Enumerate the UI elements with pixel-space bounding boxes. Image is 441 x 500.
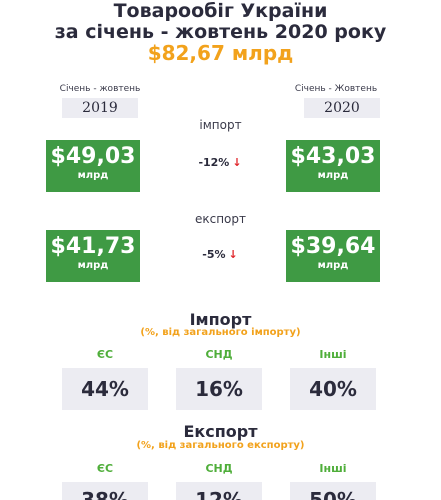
total-turnover: $82,67 млрд xyxy=(147,41,294,65)
headline-line-1: Товарообіг України xyxy=(113,0,328,22)
export-change: -5% ↓ xyxy=(180,248,260,261)
import-2020-unit: млрд xyxy=(317,170,349,181)
export-label: експорт xyxy=(194,212,247,226)
export-other-value: 50% xyxy=(290,482,376,500)
import-2019-amount: $49,03 xyxy=(50,144,136,169)
export-eu-label: ЄС xyxy=(96,462,114,475)
import-cis-label: СНД xyxy=(205,348,233,361)
import-2020-amount: $43,03 xyxy=(290,144,376,169)
import-2019-box: $49,03 млрд xyxy=(46,140,140,192)
export-2020-unit: млрд xyxy=(317,260,349,271)
export-2019-amount: $41,73 xyxy=(50,234,136,259)
export-2020-box: $39,64 млрд xyxy=(286,230,380,282)
export-cis-label: СНД xyxy=(205,462,233,475)
import-share-subtitle: (%, від загального імпорту) xyxy=(140,327,301,338)
export-2020-amount: $39,64 xyxy=(290,234,376,259)
import-share-title: Імпорт xyxy=(189,310,252,329)
import-2020-box: $43,03 млрд xyxy=(286,140,380,192)
export-change-value: -5% xyxy=(202,248,226,261)
headline-line-2: за січень - жовтень 2020 року xyxy=(54,21,387,43)
arrow-down-icon: ↓ xyxy=(232,156,242,169)
year-box-right: 2020 xyxy=(304,98,380,118)
import-cis-value: 16% xyxy=(176,368,262,410)
export-share-subtitle: (%, від загального експорту) xyxy=(136,440,305,451)
import-other-label: Інші xyxy=(319,348,347,361)
export-2019-unit: млрд xyxy=(77,260,109,271)
export-other-label: Інші xyxy=(319,462,347,475)
export-share-title: Експорт xyxy=(183,422,258,441)
import-change-value: -12% xyxy=(198,156,230,169)
arrow-down-icon: ↓ xyxy=(228,248,238,261)
year-box-left: 2019 xyxy=(62,98,138,118)
period-label-left: Січень - жовтень xyxy=(59,84,141,94)
import-eu-label: ЄС xyxy=(96,348,114,361)
import-label: імпорт xyxy=(199,118,242,132)
period-label-right: Січень - Жовтень xyxy=(294,84,378,94)
export-2019-box: $41,73 млрд xyxy=(46,230,140,282)
export-cis-value: 12% xyxy=(176,482,262,500)
export-eu-value: 38% xyxy=(62,482,148,500)
import-eu-value: 44% xyxy=(62,368,148,410)
import-change: -12% ↓ xyxy=(180,156,260,169)
import-other-value: 40% xyxy=(290,368,376,410)
import-2019-unit: млрд xyxy=(77,170,109,181)
